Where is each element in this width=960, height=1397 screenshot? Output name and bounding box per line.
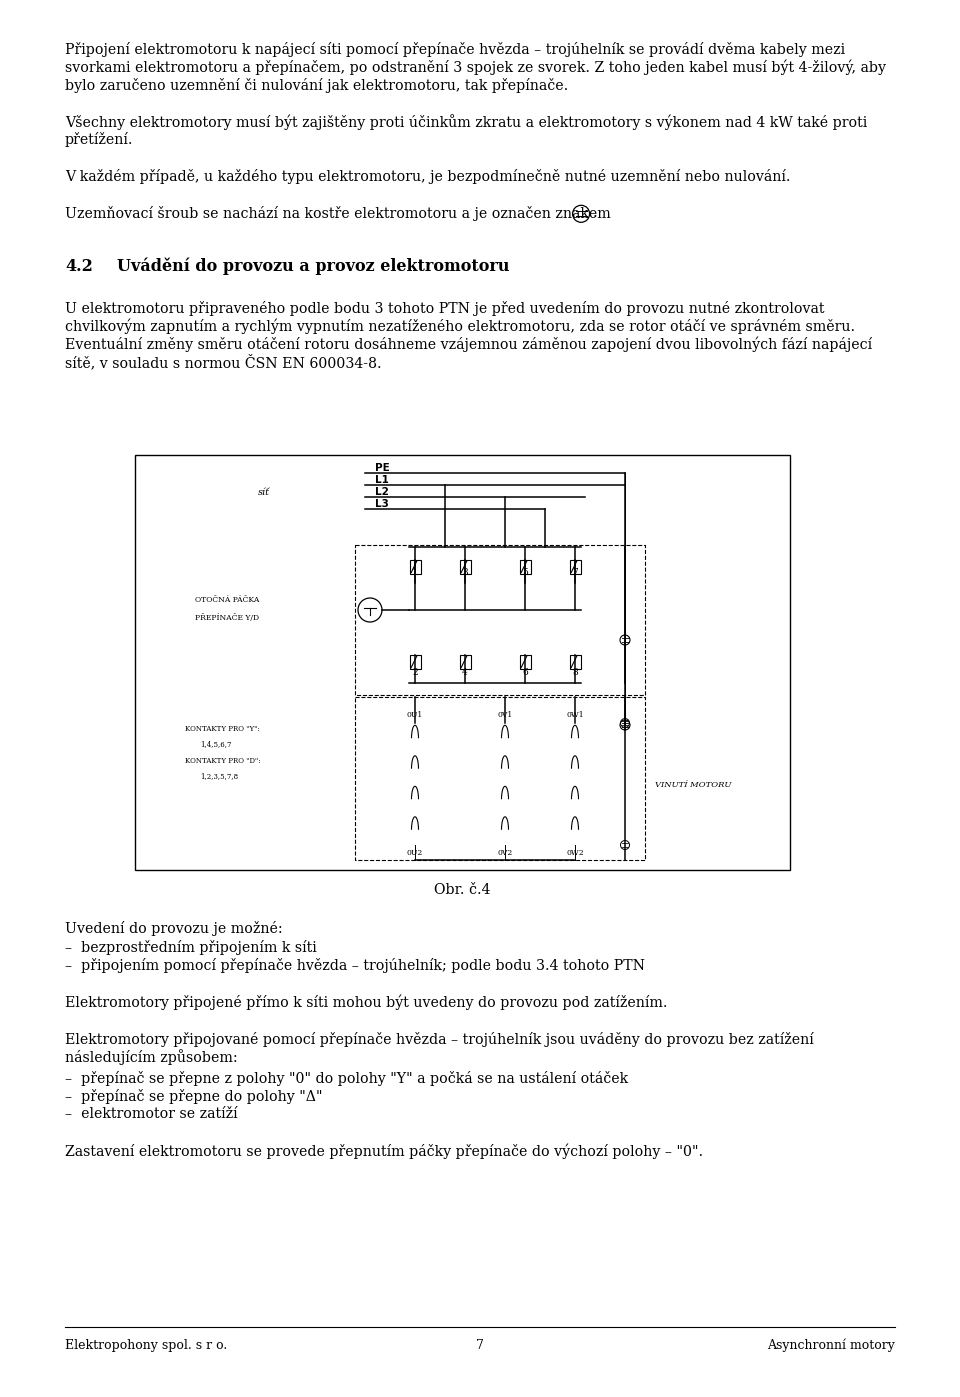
- Text: 3: 3: [462, 567, 468, 577]
- Text: přetížení.: přetížení.: [65, 133, 133, 147]
- Bar: [410, 655, 420, 669]
- Text: 6: 6: [522, 668, 528, 676]
- Text: chvilkovým zapnutím a rychlým vypnutím nezatíženého elektromotoru, zda se rotor : chvilkovým zapnutím a rychlým vypnutím n…: [65, 319, 855, 334]
- Bar: [569, 560, 581, 574]
- Bar: [460, 655, 470, 669]
- Text: VINUTÍ MOTORU: VINUTÍ MOTORU: [655, 781, 732, 789]
- Text: 0U1: 0U1: [407, 711, 423, 719]
- Text: síť: síť: [258, 489, 270, 497]
- Text: –  přepínač se přepne z polohy "0" do polohy "Y" a počká se na ustálení otáček: – přepínač se přepne z polohy "0" do pol…: [65, 1071, 628, 1087]
- Text: 0U2: 0U2: [407, 849, 423, 856]
- Text: PE: PE: [375, 462, 390, 474]
- Text: Eventuální změny směru otáčení rotoru dosáhneme vzájemnou záměnou zapojení dvou : Eventuální změny směru otáčení rotoru do…: [65, 337, 872, 352]
- Text: 5: 5: [522, 567, 528, 577]
- Text: Elektromotory připojené přímo k síti mohou být uvedeny do provozu pod zatížením.: Elektromotory připojené přímo k síti moh…: [65, 995, 667, 1010]
- Text: 1,2,3,5,7,8: 1,2,3,5,7,8: [200, 773, 238, 780]
- Text: Elektropohony spol. s r o.: Elektropohony spol. s r o.: [65, 1338, 228, 1352]
- Text: 4.2: 4.2: [65, 258, 93, 275]
- Text: OTOČNÁ PÁČKA: OTOČNÁ PÁČKA: [195, 597, 259, 604]
- Text: –  přepínač se přepne do polohy "Δ": – přepínač se přepne do polohy "Δ": [65, 1090, 323, 1104]
- Text: Všechny elektromotory musí být zajištěny proti účinkům zkratu a elektromotory s : Všechny elektromotory musí být zajištěny…: [65, 115, 867, 130]
- Text: bylo zaručeno uzemnění či nulování jak elektromotoru, tak přepínače.: bylo zaručeno uzemnění či nulování jak e…: [65, 78, 568, 92]
- Text: 7: 7: [572, 567, 578, 577]
- Bar: [569, 655, 581, 669]
- Text: 2: 2: [412, 668, 418, 676]
- Text: Asynchronní motory: Asynchronní motory: [767, 1338, 895, 1352]
- Text: 0W1: 0W1: [566, 711, 584, 719]
- Bar: [519, 560, 531, 574]
- Text: .: .: [592, 205, 597, 219]
- Text: 0V1: 0V1: [497, 711, 513, 719]
- Text: 7: 7: [476, 1338, 484, 1352]
- Text: Uvedení do provozu je možné:: Uvedení do provozu je možné:: [65, 921, 283, 936]
- Text: PŘEPÍNAČE Y/D: PŘEPÍNAČE Y/D: [195, 615, 259, 622]
- Text: Uvádění do provozu a provoz elektromotoru: Uvádění do provozu a provoz elektromotor…: [117, 258, 510, 275]
- Text: U elektromotoru připraveného podle bodu 3 tohoto PTN je před uvedením do provozu: U elektromotoru připraveného podle bodu …: [65, 300, 825, 316]
- Text: 4: 4: [462, 668, 468, 676]
- Text: sítě, v souladu s normou ČSN EN 600034-8.: sítě, v souladu s normou ČSN EN 600034-8…: [65, 355, 382, 370]
- Text: L1: L1: [375, 475, 389, 485]
- Text: 0V2: 0V2: [497, 849, 513, 856]
- Text: L2: L2: [375, 488, 389, 497]
- Bar: [410, 560, 420, 574]
- Text: V každém případě, u každého typu elektromotoru, je bezpodmínečně nutné uzemnění : V každém případě, u každého typu elektro…: [65, 169, 790, 184]
- Text: svorkami elektromotoru a přepínačem, po odstranění 3 spojek ze svorek. Z toho je: svorkami elektromotoru a přepínačem, po …: [65, 60, 886, 75]
- Bar: [519, 655, 531, 669]
- Text: –  bezprostředním připojením k síti: – bezprostředním připojením k síti: [65, 940, 317, 956]
- Bar: [460, 560, 470, 574]
- Text: 0W2: 0W2: [566, 849, 584, 856]
- Text: L3: L3: [375, 499, 389, 509]
- Text: 1: 1: [412, 567, 418, 577]
- Text: následujícím způsobem:: následujícím způsobem:: [65, 1049, 238, 1066]
- Text: Uzemňovací šroub se nachází na kostře elektromotoru a je označen znakem: Uzemňovací šroub se nachází na kostře el…: [65, 205, 615, 221]
- Text: 8: 8: [572, 668, 578, 676]
- Text: Elektromotory připojované pomocí přepínače hvězda – trojúhelník jsou uváděny do : Elektromotory připojované pomocí přepína…: [65, 1032, 814, 1046]
- Text: –  připojením pomocí přepínače hvězda – trojúhelník; podle bodu 3.4 tohoto PTN: – připojením pomocí přepínače hvězda – t…: [65, 958, 645, 974]
- Text: Obr. č.4: Obr. č.4: [434, 883, 491, 897]
- Text: Zastavení elektromotoru se provede přepnutím páčky přepínače do výchozí polohy –: Zastavení elektromotoru se provede přepn…: [65, 1144, 703, 1160]
- Bar: [135, 455, 790, 870]
- Text: 1,4,5,6,7: 1,4,5,6,7: [200, 740, 231, 747]
- Text: KONTAKTY PRO "D":: KONTAKTY PRO "D":: [185, 757, 260, 766]
- Text: KONTAKTY PRO "Y":: KONTAKTY PRO "Y":: [185, 725, 260, 733]
- Text: Připojení elektromotoru k napájecí síti pomocí přepínače hvězda – trojúhelník se: Připojení elektromotoru k napájecí síti …: [65, 42, 845, 57]
- Text: –  elektromotor se zatíží: – elektromotor se zatíží: [65, 1106, 238, 1120]
